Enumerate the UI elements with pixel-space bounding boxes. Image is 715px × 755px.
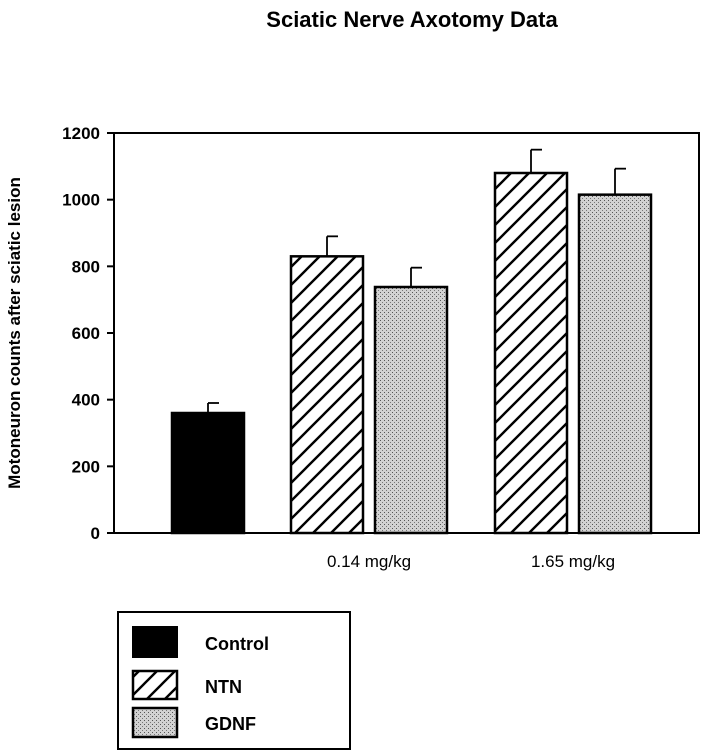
bar-gdnf <box>577 193 653 535</box>
x-category-label: 0.14 mg/kg <box>327 552 411 571</box>
legend-swatch-control <box>132 626 178 658</box>
bar-ntn <box>493 171 569 535</box>
bar-control <box>170 411 246 535</box>
bar-ntn <box>289 255 365 535</box>
y-axis-label: Motoneuron counts after sciatic lesion <box>5 177 24 489</box>
y-tick-label: 200 <box>72 457 100 476</box>
y-tick-label: 1000 <box>62 191 100 210</box>
y-tick-label: 400 <box>72 391 100 410</box>
y-tick-label: 0 <box>91 524 100 543</box>
plot-area: 0 200 400 600 800 1000 1200 0.14 mg/kg 1.65 mg/k… <box>62 124 700 571</box>
legend: Control NTN GDNF <box>117 611 351 750</box>
y-tick-label: 1200 <box>62 124 100 143</box>
legend-swatch-gdnf <box>131 706 179 739</box>
x-category-label: 1.65 mg/kg <box>531 552 615 571</box>
legend-swatch-ntn <box>131 669 179 701</box>
legend-label-control: Control <box>205 634 269 654</box>
bar-gdnf <box>373 285 449 535</box>
y-tick-label: 800 <box>72 257 100 276</box>
legend-label-ntn: NTN <box>205 677 242 697</box>
y-tick-label: 600 <box>72 324 100 343</box>
legend-label-gdnf: GDNF <box>205 714 256 734</box>
chart-title: Sciatic Nerve Axotomy Data <box>266 7 558 32</box>
